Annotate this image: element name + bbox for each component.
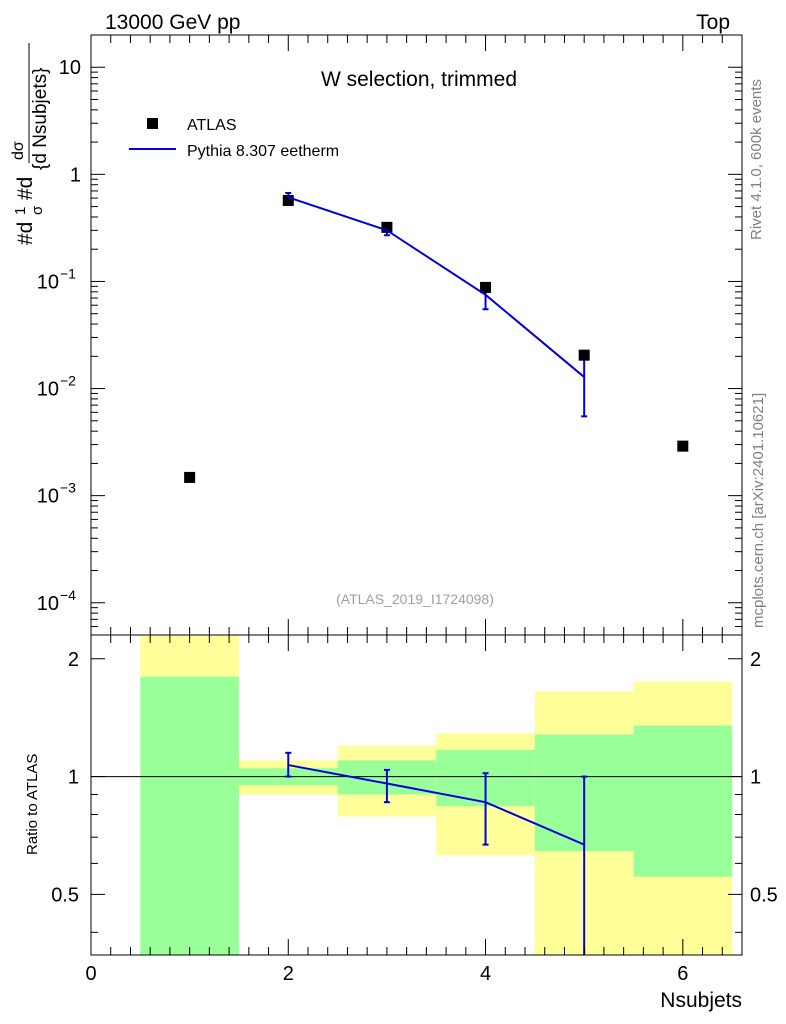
x-axis-title: Nsubjets: [660, 989, 742, 1012]
ratio-y-axis-ticks: 2 2 1 1 0.5 0.5: [51, 649, 778, 933]
x-tick-label: 4: [480, 963, 491, 985]
ratio-panel: 2 2 1 1 0.5 0.5 0 2 4 6 Ratio to ATLAS Nsubjets: [24, 634, 778, 1012]
atlas-data-point: [282, 194, 294, 206]
legend: ATLAS Pythia 8.307 eetherm: [129, 117, 339, 160]
ratio-y-tick-label-left: 0.5: [51, 884, 79, 906]
green-uncertainty-band: [140, 676, 239, 955]
y-tick-label-base: 10: [37, 379, 59, 401]
main-x-axis-ticks: [90, 35, 723, 635]
y-tick-label-exponent: −2: [60, 373, 76, 389]
legend-atlas-label: ATLAS: [187, 117, 237, 134]
y-tick-label: 10: [59, 57, 81, 79]
ylabel-frac-den: σ: [29, 205, 46, 215]
y-tick-label-exponent: −1: [60, 265, 76, 281]
svg-text:#d: #d: [14, 177, 37, 200]
ratio-series-layer: [285, 751, 588, 955]
legend-atlas-marker: [147, 118, 158, 129]
ratio-y-tick-label-left: 1: [68, 767, 79, 789]
svg-text:{d Nsubjets}: {d Nsubjets}: [30, 68, 51, 170]
ylabel-part-2: #d: [14, 177, 37, 200]
y-tick-label-base: 10: [37, 593, 59, 615]
legend-pythia-label: Pythia 8.307 eetherm: [187, 143, 339, 160]
mcplots-label: mcplots.cern.ch [arXiv:2401.10621]: [750, 393, 767, 628]
svg-text:#d: #d: [14, 222, 37, 245]
pythia-line: [287, 196, 585, 378]
atlas-data-point: [677, 440, 689, 452]
main-y-axis-ticks: [91, 34, 742, 636]
y-tick-label-base: 10: [37, 271, 59, 293]
ratio-pythia-line: [288, 764, 585, 846]
ylabel-part-1: #d: [14, 222, 37, 245]
svg-text:dσ: dσ: [10, 141, 27, 160]
ratio-y-tick-label-right: 0.5: [750, 884, 778, 906]
main-chart-title: W selection, trimmed: [321, 68, 517, 91]
ylabel-part-3: dσ: [10, 141, 27, 160]
svg-text:1: 1: [12, 207, 29, 215]
ylabel-part-4: {d Nsubjets}: [30, 68, 51, 170]
atlas-data-point: [184, 471, 196, 483]
x-tick-label: 0: [85, 963, 96, 985]
atlas-data-point: [480, 281, 492, 293]
header-energy-label: 13000 GeV pp: [105, 11, 240, 34]
watermark-label: (ATLAS_2019_I1724098): [336, 591, 494, 607]
y-tick-label: 1: [70, 164, 81, 186]
x-tick-label: 2: [283, 963, 294, 985]
svg-text:σ: σ: [29, 205, 46, 215]
y-tick-label-exponent: −3: [60, 480, 76, 496]
x-tick-label: 6: [677, 963, 688, 985]
atlas-data-point: [381, 221, 393, 233]
header-process-label: Top: [696, 11, 730, 34]
y-tick-label-base: 10: [37, 486, 59, 508]
ratio-y-tick-label-left: 2: [68, 649, 79, 671]
main-series-layer: [184, 191, 689, 483]
ratio-bands-layer: [140, 635, 733, 955]
ratio-plot-frame: [90, 634, 743, 956]
ratio-y-tick-label-right: 2: [750, 649, 761, 671]
ylabel-frac-num: 1: [12, 207, 29, 215]
y-tick-label-exponent: −4: [60, 587, 76, 603]
green-uncertainty-band: [633, 725, 733, 877]
rivet-version-label: Rivet 4.1.0, 600k events: [748, 79, 765, 240]
main-y-axis-title: #d 1 σ #d dσ {d Nsubjets}: [10, 43, 51, 245]
atlas-data-point: [578, 349, 590, 361]
ratio-y-tick-label-right: 1: [750, 767, 761, 789]
ratio-y-axis-title: Ratio to ATLAS: [24, 754, 41, 855]
ratio-x-axis-ticks: 0 2 4 6: [85, 635, 723, 985]
